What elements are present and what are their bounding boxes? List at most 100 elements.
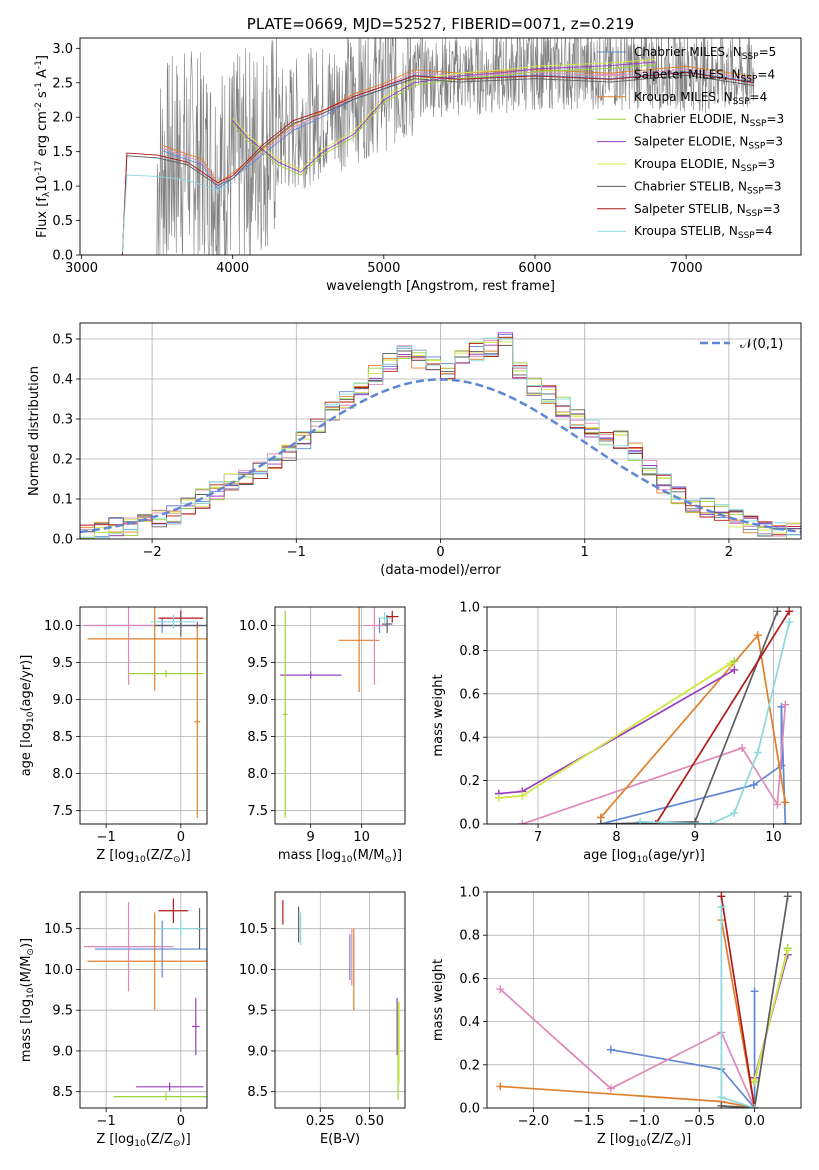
spectrum-model-line [121, 74, 755, 255]
spectrum-ytick-label: 3.0 [52, 42, 73, 57]
residuals-ytick-label: 0.0 [52, 533, 73, 548]
mass-weight-vs-age-series-line [636, 618, 794, 824]
mass-weight-vs-Z-marker [750, 1104, 759, 1108]
mass-weight-vs-Z-ytick-label: 0.4 [459, 1015, 480, 1030]
age-vs-mass-ytick-label: 9.5 [247, 656, 268, 671]
mass-weight-vs-Z-marker [717, 1101, 726, 1108]
age-vs-Z-axes-frame [79, 606, 208, 825]
spectrum-ytick-label: 0.0 [52, 249, 73, 264]
age-vs-Z-errorbar-point [150, 614, 196, 630]
mass-weight-vs-age-marker [749, 780, 758, 789]
mass-vs-Z-axes-frame [79, 891, 208, 1109]
age-vs-mass-ytick-label: 10.0 [239, 619, 268, 634]
age-vs-Z-errorbar-point [154, 614, 207, 637]
mass-vs-EBV-plot-area [275, 892, 405, 1108]
spectrum-legend-label: Salpeter ELODIE, NSSP=3 [634, 135, 783, 152]
mass-weight-vs-age-marker [785, 607, 794, 616]
mass-weight-vs-Z-plot-area [487, 892, 801, 1108]
mass-vs-EBV-ytick-label: 10.5 [239, 922, 268, 937]
mass-weight-vs-age-marker [753, 748, 762, 757]
mass-weight-vs-Z-marker [717, 892, 726, 901]
mass-vs-Z-ytick-label: 8.5 [52, 1085, 73, 1100]
mass-weight-vs-age-ytick-label: 0.6 [459, 687, 480, 702]
mass-weight-vs-Z-marker [717, 903, 726, 912]
mass-weight-vs-age-marker [494, 793, 503, 802]
age-vs-Z-ytick-label: 8.0 [52, 767, 73, 782]
age-vs-Z-ytick-label: 9.0 [52, 693, 73, 708]
mass-weight-vs-age-ytick-label: 0.2 [459, 774, 480, 789]
chart-mass-weight-vs-age: 7 8 9 10 0.0 0.2 0.4 0.6 0.8 1.0 age [log10(age/yr… [431, 601, 802, 865]
mass-weight-vs-age-axes-frame [486, 606, 802, 825]
chart-mass-weight-vs-Z: −2.0 −1.5 −1.0 −0.5 0.0 0.0 0.2 0.4 0.6 0.8 1.0 Z [… [431, 886, 802, 1149]
age-vs-mass-errorbar-point [386, 610, 399, 623]
spectrum-ylabel: Flux [fλ10-17 erg cm-2 s-1 A-1] [34, 55, 52, 238]
chart-residuals: −2 −1 0 1 2 0.0 0.1 0.2 0.3 0.4 0.5 (data-model)/er… [27, 322, 802, 578]
residuals-ytick-label: 0.4 [52, 373, 73, 388]
mass-vs-Z-ylabel: mass [log10(M/M⊙)] [19, 938, 36, 1062]
mass-vs-Z-errorbar-point [192, 997, 200, 1056]
mass-vs-Z-ytick-label: 9.0 [52, 1044, 73, 1059]
mass-weight-vs-Z-series-line [496, 985, 759, 1108]
mass-vs-Z-ytick-label: 10.5 [44, 922, 73, 937]
mass-weight-vs-age-ytick-label: 0.4 [459, 731, 480, 746]
age-vs-Z-plot-area [80, 607, 207, 824]
residuals-xtick-label: 0 [436, 545, 444, 560]
age-vs-Z-xlabel: Z [log10(Z/Z⊙)] [96, 848, 190, 865]
spectrum-xtick-label: 5000 [367, 261, 400, 276]
mass-weight-vs-Z-series-line [717, 892, 759, 1108]
mass-weight-vs-Z-marker [717, 1093, 726, 1102]
spectrum-xtick-label: 6000 [518, 261, 551, 276]
residual-histogram-step [80, 337, 801, 539]
mass-weight-vs-Z-marker [496, 985, 505, 994]
age-vs-Z-errorbar-point [194, 625, 201, 819]
mass-weight-vs-age-marker [518, 820, 527, 824]
mass-weight-vs-Z-axes-frame [486, 891, 802, 1109]
age-vs-mass-ytick-label: 7.5 [247, 804, 268, 819]
mass-weight-vs-age-xlabel: age [log10(age/yr)] [583, 848, 705, 865]
spectrum-legend-label: Salpeter MILES, NSSP=4 [634, 67, 775, 84]
mass-weight-vs-age-ylabel: mass weight [431, 674, 446, 756]
residuals-xtick-label: −1 [287, 545, 306, 560]
mass-weight-vs-Z-series-line [496, 916, 759, 1108]
age-vs-Z-ytick-label: 7.5 [52, 804, 73, 819]
mass-vs-Z-ytick-label: 9.5 [52, 1004, 73, 1019]
mass-weight-vs-age-marker [753, 631, 762, 640]
mass-weight-vs-age-xtick-label: 9 [691, 830, 699, 845]
residuals-ylabel: Normed distribution [27, 366, 42, 496]
age-vs-mass-xtick-label: 9 [307, 830, 315, 845]
chart-spectrum: 3000 4000 5000 6000 7000 0.0 0.5 1.0 1.5 2.0 2.5 3.… [34, 15, 802, 294]
spectrum-ytick-label: 1.5 [52, 145, 73, 160]
mass-weight-vs-age-series-line [596, 607, 782, 824]
mass-weight-vs-age-xtick-label: 8 [612, 830, 620, 845]
mass-vs-Z-xtick-label: 0 [177, 1114, 185, 1129]
residuals-ytick-label: 0.2 [52, 453, 73, 468]
mass-vs-EBV-ytick-label: 10.0 [239, 963, 268, 978]
spectrum-legend-label: Kroupa STELIB, NSSP=4 [634, 224, 772, 241]
chart-age-vs-Z: −1 0 7.5 8.0 8.5 9.0 9.5 10.0 Z [log10(Z/Z⊙)] age… [19, 606, 208, 865]
spectrum-model-line [232, 64, 656, 176]
mass-weight-vs-age-marker [773, 800, 782, 809]
spectrum-title: PLATE=0669, MJD=52527, FIBERID=0071, z=0… [247, 15, 634, 33]
chart-age-vs-mass: 9 10 7.5 8.0 8.5 9.0 9.5 10.0 mass [log10(M/M⊙)] [239, 606, 406, 865]
mass-vs-Z-errorbar-point [87, 912, 207, 1011]
age-vs-mass-ytick-label: 8.0 [247, 767, 268, 782]
mass-weight-vs-age-marker [691, 817, 700, 824]
spectrum-legend: Chabrier MILES, NSSP=5 Salpeter MILES, NS… [597, 45, 784, 241]
mass-vs-EBV-xtick-label: 0.50 [355, 1114, 384, 1129]
spectrum-ytick-label: 1.0 [52, 180, 73, 195]
residuals-legend-label: 𝒩(0,1) [740, 337, 783, 352]
mass-weight-vs-Z-marker [606, 1084, 615, 1093]
residuals-xtick-label: −2 [143, 545, 162, 560]
mass-vs-Z-errorbar-point [158, 898, 189, 923]
mass-weight-vs-age-ytick-label: 0.8 [459, 644, 480, 659]
age-vs-Z-errorbar-point [87, 607, 207, 691]
mass-weight-vs-age-series-line [651, 607, 794, 824]
age-vs-mass-ytick-label: 8.5 [247, 730, 268, 745]
spectrum-xtick-label: 7000 [670, 261, 703, 276]
age-vs-Z-ytick-label: 9.5 [52, 656, 73, 671]
mass-weight-vs-age-marker [636, 817, 645, 824]
mass-weight-vs-Z-series-line [717, 903, 759, 1108]
spectrum-model-line [162, 68, 755, 187]
age-vs-Z-xtick-label: 0 [177, 830, 185, 845]
